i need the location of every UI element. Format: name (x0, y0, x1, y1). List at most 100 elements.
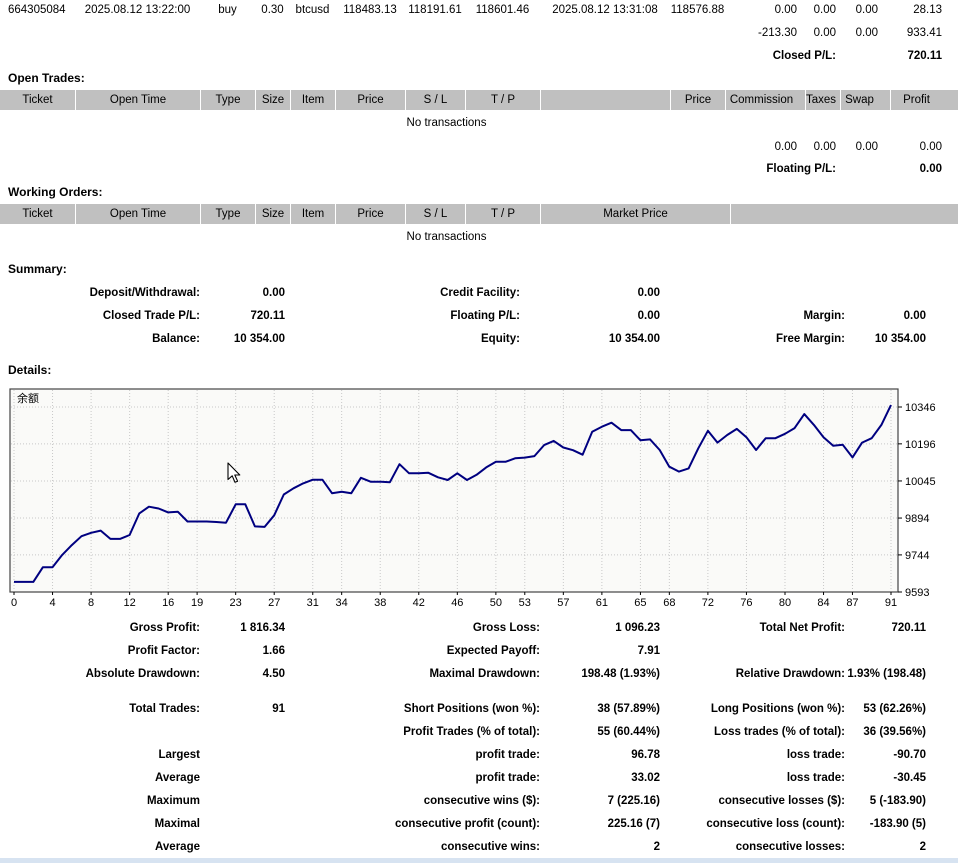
col-taxes: Taxes (805, 90, 840, 110)
summary-value: 10 354.00 (874, 332, 926, 345)
summary-label: Closed Trade P/L: (102, 309, 200, 322)
stat-value: 1.93% (198.48) (847, 667, 926, 680)
stat-value: 225.16 (7) (607, 817, 660, 830)
summary-value: 10 354.00 (233, 332, 285, 345)
stat-label: loss trade: (786, 748, 845, 761)
stats-row: Profit Trades (% of total): 55 (60.44%) … (0, 720, 958, 743)
col-commission: Commission (725, 90, 805, 110)
stats-row: Gross Profit: 1 816.34 Gross Loss: 1 096… (0, 616, 958, 639)
totals-swap: 0.00 (855, 141, 878, 153)
closed-pl-label: Closed P/L: (772, 50, 836, 62)
balance-chart-svg: 9593 9744 9894 10045 10196 10346 0 4 8 12 16 19 23 27… (9, 388, 936, 609)
svg-text:9894: 9894 (905, 513, 929, 525)
summary-label: Equity: (481, 332, 520, 345)
totals-commission: 0.00 (774, 141, 797, 153)
svg-text:76: 76 (740, 597, 752, 609)
stats-gap (0, 685, 958, 697)
working-orders-header: Ticket Open Time Type Size Item Price S … (0, 204, 958, 224)
open-trades-totals-row: 0.00 0.00 0.00 0.00 (0, 139, 958, 155)
stat-value: 1 096.23 (615, 621, 660, 634)
stat-label: consecutive loss (count): (706, 817, 845, 830)
floating-pl-row: Floating P/L: 0.00 (0, 161, 958, 177)
stat-value: 36 (39.56%) (863, 725, 926, 738)
summary-label: Margin: (803, 309, 845, 322)
col-ticket: Ticket (22, 208, 53, 220)
svg-text:46: 46 (451, 597, 463, 609)
summary-heading: Summary: (8, 262, 67, 276)
stat-label: Absolute Drawdown: (85, 667, 200, 680)
stat-label: consecutive profit (count): (394, 817, 540, 830)
stat-value: -183.90 (5) (869, 817, 926, 830)
stat-label: Largest (158, 748, 200, 761)
svg-text:9593: 9593 (905, 587, 929, 599)
stat-value: 55 (60.44%) (597, 725, 660, 738)
bottom-strip (0, 858, 958, 863)
col-swap: Swap (840, 90, 890, 110)
summary-label: Balance: (152, 332, 200, 345)
summary-value: 720.11 (250, 309, 285, 322)
stat-value: 7.91 (637, 644, 660, 657)
stats-row: Maximal consecutive profit (count): 225.… (0, 812, 958, 835)
svg-text:31: 31 (307, 597, 319, 609)
stat-label: Expected Payoff: (446, 644, 540, 657)
stat-value: 7 (225.16) (607, 794, 660, 807)
stat-value: 91 (272, 702, 285, 715)
svg-text:4: 4 (49, 597, 55, 609)
summary-label: Deposit/Withdrawal: (89, 286, 200, 299)
trade-taxes: 0.00 (813, 4, 836, 16)
stat-label: Maximal Drawdown: (429, 667, 540, 680)
svg-text:65: 65 (634, 597, 646, 609)
svg-text:8: 8 (88, 597, 94, 609)
working-orders-empty: No transactions (406, 231, 487, 243)
working-orders-heading: Working Orders: (8, 185, 103, 199)
stat-label: Relative Drawdown: (735, 667, 845, 680)
stat-label: Short Positions (won %): (403, 702, 540, 715)
col-item: Item (290, 90, 335, 110)
floating-pl-label: Floating P/L: (766, 163, 836, 175)
stat-label: consecutive wins: (440, 840, 540, 853)
stat-label: Gross Profit: (129, 621, 200, 634)
svg-text:10196: 10196 (905, 439, 936, 451)
col-price: Price (335, 204, 405, 224)
floating-pl-value: 0.00 (919, 163, 942, 175)
col-type: Type (200, 204, 255, 224)
trade-close-price: 118576.88 (670, 4, 725, 16)
summary-label: Floating P/L: (450, 309, 520, 322)
stat-label: Loss trades (% of total): (714, 725, 845, 738)
closed-trades-totals-row: -213.30 0.00 0.00 933.41 (0, 25, 958, 41)
stat-label: consecutive wins ($): (423, 794, 540, 807)
closed-trade-row: 664305084 2025.08.12 13:22:00 buy 0.30 b… (0, 2, 958, 18)
chart-legend-balance: 余额 (17, 391, 39, 405)
totals-spacer (0, 139, 725, 155)
stat-value: 38 (57.89%) (597, 702, 660, 715)
stat-value: 2 (919, 840, 926, 853)
trade-open-price: 118483.13 (343, 4, 397, 16)
totals-swap: 0.00 (855, 27, 878, 39)
stat-value: 2 (653, 840, 660, 853)
totals-profit: 0.00 (919, 141, 942, 153)
col-close-time (540, 90, 670, 110)
summary-value: 0.00 (262, 286, 285, 299)
col-size: Size (255, 90, 290, 110)
summary-value: 0.00 (637, 309, 660, 322)
stat-label: Maximum (146, 794, 200, 807)
details-heading: Details: (8, 363, 52, 377)
svg-text:23: 23 (230, 597, 242, 609)
stat-label: Average (155, 771, 200, 784)
trade-type: buy (218, 4, 237, 16)
stat-label: Total Trades: (129, 702, 200, 715)
col-sl: S / L (405, 90, 465, 110)
trade-close-time: 2025.08.12 13:31:08 (552, 4, 658, 16)
svg-text:87: 87 (846, 597, 858, 609)
col-blank (730, 204, 958, 224)
stats-row: Average consecutive wins: 2 consecutive … (0, 835, 958, 858)
totals-commission: -213.30 (757, 27, 797, 39)
trade-profit: 28.13 (913, 4, 942, 16)
stat-value: 5 (-183.90) (869, 794, 926, 807)
col-tp: T / P (465, 204, 540, 224)
svg-text:9744: 9744 (905, 550, 929, 562)
col-profit: Profit (890, 90, 958, 110)
stats-row: Absolute Drawdown: 4.50 Maximal Drawdown… (0, 662, 958, 685)
trade-take-profit: 118601.46 (475, 4, 530, 16)
trade-commission: 0.00 (774, 4, 797, 16)
